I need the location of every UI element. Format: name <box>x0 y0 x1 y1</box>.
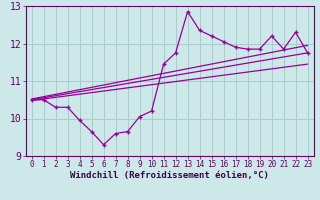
X-axis label: Windchill (Refroidissement éolien,°C): Windchill (Refroidissement éolien,°C) <box>70 171 269 180</box>
